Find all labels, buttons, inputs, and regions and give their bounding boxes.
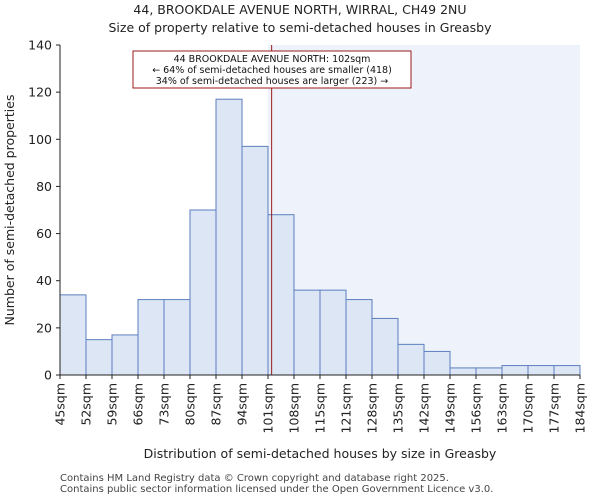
bar-80sqm bbox=[189, 209, 217, 376]
bar-59sqm bbox=[111, 334, 139, 376]
footer-line-1: Contains HM Land Registry data © Crown c… bbox=[60, 473, 449, 484]
bar-128sqm bbox=[371, 317, 399, 376]
x-tick-label-115sqm: 115sqm bbox=[313, 383, 328, 433]
x-tick-label-163sqm: 163sqm bbox=[495, 383, 510, 433]
y-tick-label-20: 20 bbox=[36, 320, 52, 335]
x-tick-label-177sqm: 177sqm bbox=[547, 383, 562, 433]
x-tick-label-184sqm: 184sqm bbox=[573, 383, 588, 433]
x-tick-label-73sqm: 73sqm bbox=[157, 383, 172, 426]
x-tick-label-135sqm: 135sqm bbox=[391, 383, 406, 433]
bar-135sqm bbox=[397, 343, 425, 376]
y-tick-label-80: 80 bbox=[36, 179, 52, 194]
bar-66sqm bbox=[137, 299, 165, 376]
x-tick-label-59sqm: 59sqm bbox=[105, 383, 120, 426]
y-tick-label-140: 140 bbox=[28, 38, 52, 53]
bar-163sqm bbox=[501, 365, 529, 376]
y-tick-label-100: 100 bbox=[28, 132, 52, 147]
x-tick-label-66sqm: 66sqm bbox=[131, 383, 146, 426]
plot-area: 0 20 40 60 80 100 120 140 45sqm 52sqm 59sqm 66sqm 73… bbox=[28, 38, 587, 434]
x-tick-label-94sqm: 94sqm bbox=[235, 383, 250, 426]
x-tick-label-108sqm: 108sqm bbox=[287, 383, 302, 433]
y-tick-label-120: 120 bbox=[28, 85, 52, 100]
bar-156sqm bbox=[475, 367, 503, 376]
x-tick-label-121sqm: 121sqm bbox=[339, 383, 354, 433]
bar-87sqm bbox=[215, 98, 243, 376]
annotation-box bbox=[132, 50, 412, 89]
x-tick-label-149sqm: 149sqm bbox=[443, 383, 458, 433]
chart-subtitle: Size of property relative to semi-detach… bbox=[108, 20, 492, 35]
x-tick-label-101sqm: 101sqm bbox=[261, 383, 276, 433]
bar-142sqm bbox=[423, 350, 451, 376]
bar-94sqm bbox=[241, 145, 269, 376]
bar-170sqm bbox=[527, 365, 555, 376]
bar-108sqm bbox=[293, 289, 321, 376]
x-tick-label-45sqm: 45sqm bbox=[53, 383, 68, 426]
footer-line-2: Contains public sector information licen… bbox=[60, 484, 494, 495]
y-tick-label-0: 0 bbox=[44, 368, 52, 383]
chart-title: 44, BROOKDALE AVENUE NORTH, WIRRAL, CH49… bbox=[133, 2, 466, 17]
x-tick-label-87sqm: 87sqm bbox=[209, 383, 224, 426]
bar-101sqm bbox=[267, 214, 295, 376]
y-axis-label: Number of semi-detached properties bbox=[2, 95, 17, 326]
bar-45sqm bbox=[59, 294, 87, 376]
x-tick-label-52sqm: 52sqm bbox=[79, 383, 94, 426]
x-tick-label-142sqm: 142sqm bbox=[417, 383, 432, 433]
bar-121sqm bbox=[345, 299, 373, 376]
annotation-line-3: 34% of semi-detached houses are larger (… bbox=[156, 76, 389, 87]
x-tick-label-128sqm: 128sqm bbox=[365, 383, 380, 433]
y-tick-label-40: 40 bbox=[36, 273, 52, 288]
y-tick-label-60: 60 bbox=[36, 226, 52, 241]
x-tick-label-80sqm: 80sqm bbox=[183, 383, 198, 426]
bar-149sqm bbox=[449, 367, 477, 376]
bar-73sqm bbox=[163, 299, 191, 376]
bar-52sqm bbox=[85, 339, 113, 376]
bar-115sqm bbox=[319, 289, 347, 376]
annotation-line-1: 44 BROOKDALE AVENUE NORTH: 102sqm bbox=[174, 54, 371, 65]
x-tick-label-170sqm: 170sqm bbox=[521, 383, 536, 433]
annotation-line-2: ← 64% of semi-detached houses are smalle… bbox=[152, 65, 392, 76]
x-tick-label-156sqm: 156sqm bbox=[469, 383, 484, 433]
bar-177sqm bbox=[553, 365, 581, 376]
x-axis-label: Distribution of semi-detached houses by … bbox=[144, 446, 497, 461]
